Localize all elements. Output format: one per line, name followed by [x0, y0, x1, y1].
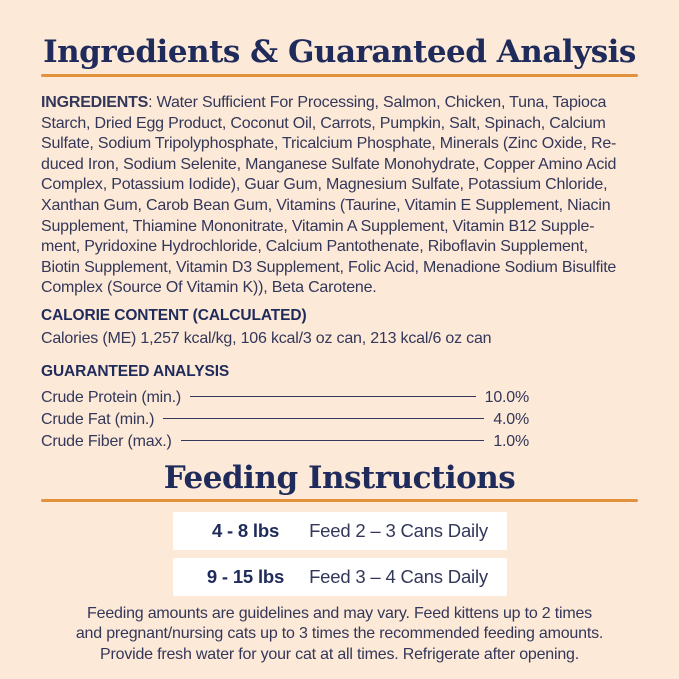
ingredients-first-line: INGREDIENTS: Water Sufficient For Proces…	[41, 93, 638, 114]
calorie-content-text: Calories (ME) 1,257 kcal/kg, 106 kcal/3 …	[41, 329, 492, 347]
weight-range: 4 - 8 lbs	[211, 519, 280, 541]
analysis-value: 1.0%	[493, 432, 529, 450]
feeding-row: 4 - 8 lbs Feed 2 – 3 Cans Daily	[172, 511, 507, 550]
feeding-amount: Feed 3 – 4 Cans Daily	[309, 565, 488, 587]
leader-line	[163, 417, 485, 419]
feeding-table: 4 - 8 lbs Feed 2 – 3 Cans Daily 9 - 15 l…	[172, 511, 507, 596]
analysis-row-fiber: Crude Fiber (max.) 1.0%	[41, 431, 529, 453]
feeding-notes: Feeding amounts are guidelines and may v…	[75, 604, 604, 663]
calorie-content-heading: CALORIE CONTENT (CALCULATED)	[41, 306, 307, 324]
ingredients-analysis-title: Ingredients & Guaranteed Analysis	[43, 34, 636, 70]
feeding-amount: Feed 2 – 3 Cans Daily	[309, 519, 488, 541]
analysis-row-protein: Crude Protein (min.) 10.0%	[41, 387, 529, 409]
feeding-instructions-title: Feeding Instructions	[163, 459, 516, 496]
guaranteed-analysis-heading: GUARANTEED ANALYSIS	[41, 362, 230, 380]
leader-line	[180, 439, 485, 441]
feeding-row: 9 - 15 lbs Feed 3 – 4 Cans Daily	[172, 557, 507, 596]
analysis-label: Crude Protein (min.)	[41, 388, 182, 406]
analysis-label: Crude Fiber (max.)	[41, 432, 172, 450]
guaranteed-analysis-table: Crude Protein (min.) 10.0% Crude Fat (mi…	[41, 387, 529, 453]
leader-line	[190, 395, 476, 397]
weight-range: 9 - 15 lbs	[206, 565, 285, 587]
feeding-underline	[41, 498, 638, 502]
analysis-value: 4.0%	[493, 410, 529, 428]
title-underline	[41, 74, 638, 77]
analysis-value: 10.0%	[484, 388, 530, 406]
analysis-row-fat: Crude Fat (min.) 4.0%	[41, 409, 529, 431]
analysis-label: Crude Fat (min.)	[41, 410, 155, 428]
ingredients-paragraph: INGREDIENTS: Water Sufficient For Proces…	[41, 93, 638, 299]
ingredients-label: INGREDIENTS	[41, 94, 149, 111]
ingredients-text: Starch, Dried Egg Product, Coconut Oil, …	[41, 114, 617, 297]
ingredients-first-line-text: : Water Sufficient For Processing, Salmo…	[148, 94, 607, 111]
